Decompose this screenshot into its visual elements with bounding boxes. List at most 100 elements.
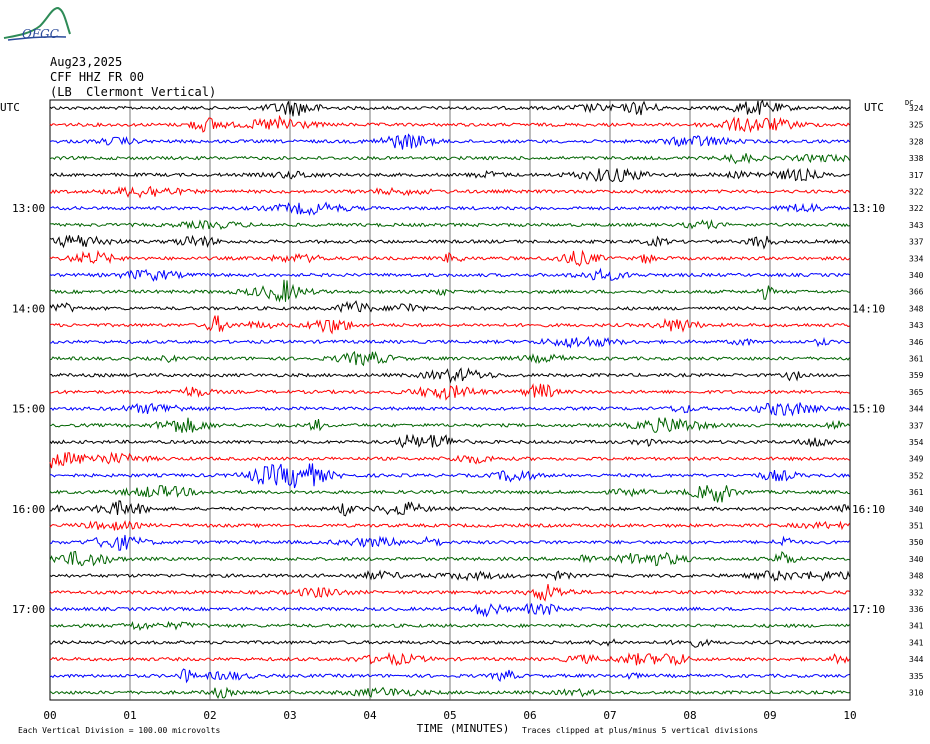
dc-offset-label: 336 bbox=[909, 605, 924, 614]
header-date: Aug23,2025 bbox=[50, 55, 123, 69]
seismic-trace bbox=[49, 335, 850, 349]
dc-offset-label: 344 bbox=[909, 655, 924, 664]
dc-offset-label: 350 bbox=[909, 538, 924, 547]
left-time-label: 13:00 bbox=[12, 202, 45, 215]
dc-offset-label: 322 bbox=[909, 188, 924, 197]
right-time-label: 13:10 bbox=[852, 202, 885, 215]
right-time-label: 15:10 bbox=[852, 403, 885, 416]
dc-offset-label: 344 bbox=[909, 405, 924, 414]
x-tick-label: 06 bbox=[523, 709, 536, 722]
seismic-trace bbox=[49, 668, 850, 684]
dc-offset-label: 310 bbox=[909, 689, 924, 698]
dc-offset-label: 317 bbox=[909, 171, 924, 180]
seismic-trace bbox=[49, 417, 850, 433]
dc-offset-label: 348 bbox=[909, 572, 924, 581]
dc-offset-label: 340 bbox=[909, 505, 924, 514]
x-tick-label: 03 bbox=[283, 709, 296, 722]
dc-offset-label: 351 bbox=[909, 522, 924, 531]
seismic-trace bbox=[49, 584, 850, 602]
x-tick-label: 08 bbox=[683, 709, 696, 722]
dc-offset-label: 328 bbox=[909, 137, 924, 146]
seismic-trace bbox=[49, 279, 850, 303]
seismic-trace bbox=[49, 383, 850, 401]
dc-offset-label: 352 bbox=[909, 471, 924, 480]
x-tick-label: 01 bbox=[123, 709, 136, 722]
header-station: CFF HHZ FR 00 bbox=[50, 70, 144, 84]
dc-offset-label: 343 bbox=[909, 221, 924, 230]
seismic-trace bbox=[49, 114, 850, 134]
x-axis-title: TIME (MINUTES) bbox=[417, 722, 510, 735]
clip-note: Traces clipped at plus/minus 5 vertical … bbox=[522, 726, 759, 735]
seismic-trace bbox=[49, 433, 850, 449]
seismic-trace bbox=[49, 534, 850, 551]
header-location: (LB Clermont Vertical) bbox=[50, 85, 217, 99]
dc-offset-label: 324 bbox=[909, 104, 924, 113]
seismic-trace bbox=[49, 638, 850, 648]
dc-offset-label: 361 bbox=[909, 488, 924, 497]
left-time-label: 17:00 bbox=[12, 603, 45, 616]
seismic-trace bbox=[49, 315, 850, 335]
dc-offset-label: 340 bbox=[909, 271, 924, 280]
left-time-label: 14:00 bbox=[12, 302, 45, 315]
seismic-trace bbox=[49, 300, 850, 314]
seismic-trace bbox=[49, 167, 850, 183]
seismic-trace bbox=[49, 153, 850, 165]
seismic-trace bbox=[49, 603, 850, 618]
dc-offset-label: 338 bbox=[909, 154, 924, 163]
dc-offset-label: 365 bbox=[909, 388, 924, 397]
dc-offset-label: 332 bbox=[909, 588, 924, 597]
seismic-trace bbox=[49, 133, 850, 150]
seismic-trace bbox=[49, 620, 850, 631]
seismic-trace bbox=[49, 451, 850, 469]
right-time-label: 17:10 bbox=[852, 603, 885, 616]
seismic-trace bbox=[49, 185, 850, 199]
right-utc-label: UTC bbox=[864, 101, 884, 114]
x-tick-label: 00 bbox=[43, 709, 56, 722]
seismic-trace bbox=[49, 350, 850, 367]
dc-offset-label: 343 bbox=[909, 321, 924, 330]
seismic-trace bbox=[49, 267, 850, 282]
seismic-trace bbox=[49, 249, 850, 267]
dc-offset-label: 325 bbox=[909, 121, 924, 130]
dc-offset-label: 341 bbox=[909, 638, 924, 647]
seismic-trace bbox=[49, 219, 850, 230]
seismic-trace bbox=[50, 463, 850, 489]
plot-grid bbox=[49, 99, 851, 701]
ofgc-logo-icon bbox=[3, 6, 71, 41]
axis-label-group: UTC UTC DC 13:00 14:00 15:00 16:00 17:00 13:10 14… bbox=[0, 99, 924, 735]
seismic-trace bbox=[49, 500, 850, 517]
x-tick-label: 10 bbox=[843, 709, 856, 722]
x-tick-label: 04 bbox=[363, 709, 377, 722]
x-tick-label: 05 bbox=[443, 709, 456, 722]
left-utc-label: UTC bbox=[0, 101, 20, 114]
dc-header-label: DC bbox=[905, 99, 913, 107]
dc-offset-label: 359 bbox=[909, 371, 924, 380]
seismic-trace bbox=[49, 201, 850, 217]
seismic-trace bbox=[49, 686, 850, 699]
seismic-trace bbox=[49, 520, 850, 531]
x-tick-label: 09 bbox=[763, 709, 776, 722]
dc-offset-label: 346 bbox=[909, 338, 924, 347]
seismic-trace bbox=[49, 569, 850, 582]
right-time-label: 14:10 bbox=[852, 302, 885, 315]
dc-offset-label: 349 bbox=[909, 455, 924, 464]
seismic-trace bbox=[49, 550, 850, 567]
dc-offset-label: 354 bbox=[909, 438, 924, 447]
seismic-trace bbox=[49, 402, 850, 417]
seismic-trace bbox=[49, 99, 850, 117]
dc-offset-label: 334 bbox=[909, 254, 924, 263]
trace-group bbox=[49, 99, 850, 699]
logo-text: OFGC bbox=[22, 27, 59, 41]
left-time-label: 15:00 bbox=[12, 403, 45, 416]
dc-offset-label: 361 bbox=[909, 355, 924, 364]
seismic-trace bbox=[49, 651, 850, 667]
x-tick-label: 02 bbox=[203, 709, 216, 722]
x-tick-label: 07 bbox=[603, 709, 616, 722]
dc-offset-label: 337 bbox=[909, 421, 924, 430]
right-time-label: 16:10 bbox=[852, 503, 885, 516]
dc-offset-label: 337 bbox=[909, 238, 924, 247]
seismic-trace bbox=[49, 485, 850, 503]
seismic-trace bbox=[49, 234, 850, 250]
left-time-label: 16:00 bbox=[12, 503, 45, 516]
